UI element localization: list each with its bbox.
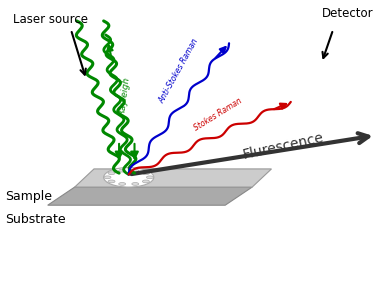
Text: Rayleigh: Rayleigh [118, 76, 132, 116]
Ellipse shape [108, 180, 115, 183]
Text: Flurescence: Flurescence [241, 131, 325, 162]
Ellipse shape [119, 169, 126, 172]
Text: Substrate: Substrate [5, 213, 66, 226]
Ellipse shape [132, 169, 139, 172]
Text: Detector: Detector [322, 7, 373, 21]
Polygon shape [75, 169, 272, 187]
Text: Stokes Raman: Stokes Raman [192, 96, 243, 133]
Ellipse shape [142, 180, 149, 183]
Polygon shape [48, 187, 252, 205]
Ellipse shape [108, 172, 115, 175]
Ellipse shape [147, 176, 153, 179]
Text: Laser source: Laser source [13, 13, 88, 26]
Text: Sample: Sample [5, 190, 52, 203]
Text: Anti-Stokes Raman: Anti-Stokes Raman [157, 37, 200, 105]
Ellipse shape [103, 168, 154, 187]
Ellipse shape [132, 182, 139, 185]
Ellipse shape [104, 176, 111, 179]
Ellipse shape [142, 172, 149, 175]
Ellipse shape [119, 182, 126, 185]
